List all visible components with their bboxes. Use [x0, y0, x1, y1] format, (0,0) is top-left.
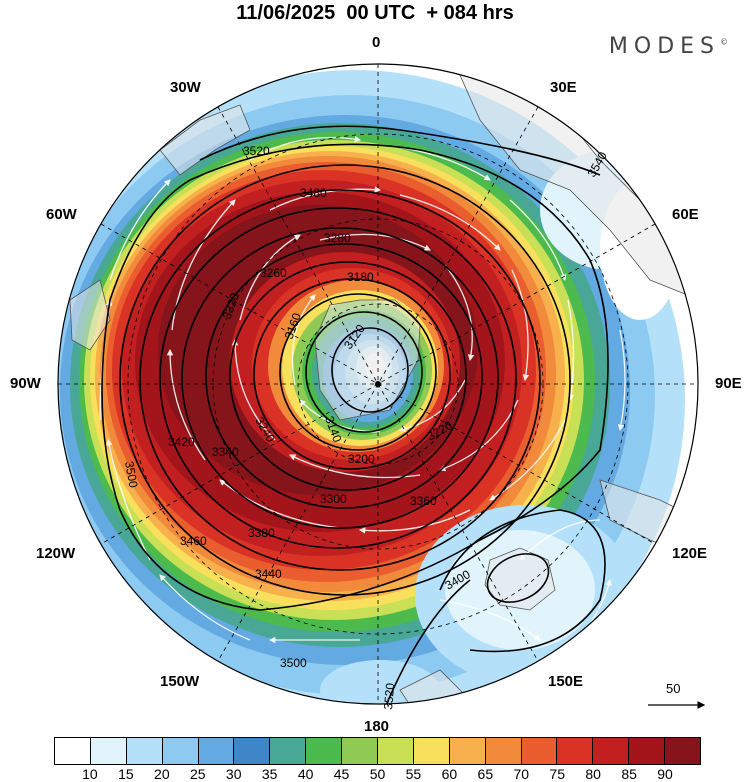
lon-label-150w: 150W [160, 673, 200, 690]
brand-name: MODES [608, 34, 720, 59]
contour-label: 3460 [180, 534, 207, 548]
land-outlines [69, 64, 698, 704]
contour-label: 3520 [381, 682, 397, 710]
brand-logo: MODES© [609, 34, 728, 59]
contour-label: 3260 [260, 266, 287, 280]
map-border [57, 63, 699, 705]
contour-label: 3340 [212, 445, 239, 459]
colorbar-tick-label: 45 [333, 766, 350, 782]
colorbar-cell [234, 738, 271, 764]
reference-vector-label: 50 [666, 681, 681, 696]
colorbar-cell [665, 738, 701, 764]
colorbar-tick-label: 80 [585, 766, 601, 782]
colorbar-cell [198, 738, 235, 764]
colorbar-tick-label: 70 [513, 766, 530, 782]
lon-label-180: 180 [364, 718, 390, 735]
contour-label: 3280 [324, 231, 351, 245]
colorbar-tick-label: 65 [477, 766, 494, 782]
height-contours [101, 125, 609, 704]
colorbar-cell [126, 738, 163, 764]
lon-label-90w: 90W [10, 375, 41, 392]
colorbar-cell [413, 738, 450, 764]
contour-label: 3500 [280, 656, 307, 670]
colorbar-cell [449, 738, 486, 764]
colorbar-tick-label: 55 [405, 766, 422, 782]
colorbar-cell [306, 738, 343, 764]
lon-label-150e: 150E [548, 673, 584, 690]
map-title: 11/06/2025 00 UTC + 084 hrs [236, 2, 514, 24]
lon-label-120w: 120W [36, 545, 76, 562]
contour-label: 3420 [168, 435, 195, 449]
colorbar-tick-label: 25 [189, 766, 206, 782]
colorbar-tick-label: 40 [297, 766, 314, 782]
colorbar-cell [593, 738, 630, 764]
lon-label-30w: 30W [170, 79, 201, 96]
lon-label-120e: 120E [672, 545, 708, 562]
pole-marker [375, 381, 381, 387]
colorbar-tick-label: 90 [657, 766, 673, 782]
colorbar-cell [557, 738, 594, 764]
colorbar-tick-label: 60 [441, 766, 458, 782]
contour-label: 3200 [348, 452, 375, 466]
contour-label: 3520 [243, 144, 270, 158]
lon-label-60w: 60W [46, 206, 77, 223]
lon-label-30e: 30E [550, 79, 577, 96]
contour-label: 3360 [410, 494, 437, 508]
colorbar-tick-label: 30 [225, 766, 242, 782]
colorbar-tick-label: 35 [261, 766, 278, 782]
colorbar-tick-label: 10 [82, 766, 98, 782]
colorbar-tick-label: 15 [118, 766, 134, 782]
lon-label-60e: 60E [672, 206, 699, 223]
colorbar-cell [342, 738, 379, 764]
colorbar-tick-label: 75 [549, 766, 566, 782]
polar-map: 3520 3540 3480 3460 3440 3420 3400 3380 … [57, 63, 706, 710]
colorbar-cell [485, 738, 522, 764]
colorbar-cell [378, 738, 414, 764]
lon-label-0: 0 [372, 34, 381, 51]
contour-label: 3500 [122, 460, 140, 489]
brand-mark: © [720, 37, 728, 47]
colorbar-cell [90, 738, 127, 764]
colorbar [54, 737, 701, 765]
colorbar-tick-label: 85 [621, 766, 637, 782]
contour-label: 3480 [300, 186, 327, 200]
contour-label: 3180 [347, 270, 374, 284]
colorbar-tick-label: 50 [369, 766, 386, 782]
lon-label-90e: 90E [715, 375, 742, 392]
contour-label: 3300 [320, 492, 347, 506]
colorbar-cell [521, 738, 558, 764]
colorbar-cell [55, 738, 91, 764]
colorbar-tick-label: 20 [154, 766, 170, 782]
contour-label: 3380 [248, 526, 275, 540]
colorbar-cell [162, 738, 199, 764]
colorbar-cell [270, 738, 307, 764]
colorbar-cell [629, 738, 666, 764]
